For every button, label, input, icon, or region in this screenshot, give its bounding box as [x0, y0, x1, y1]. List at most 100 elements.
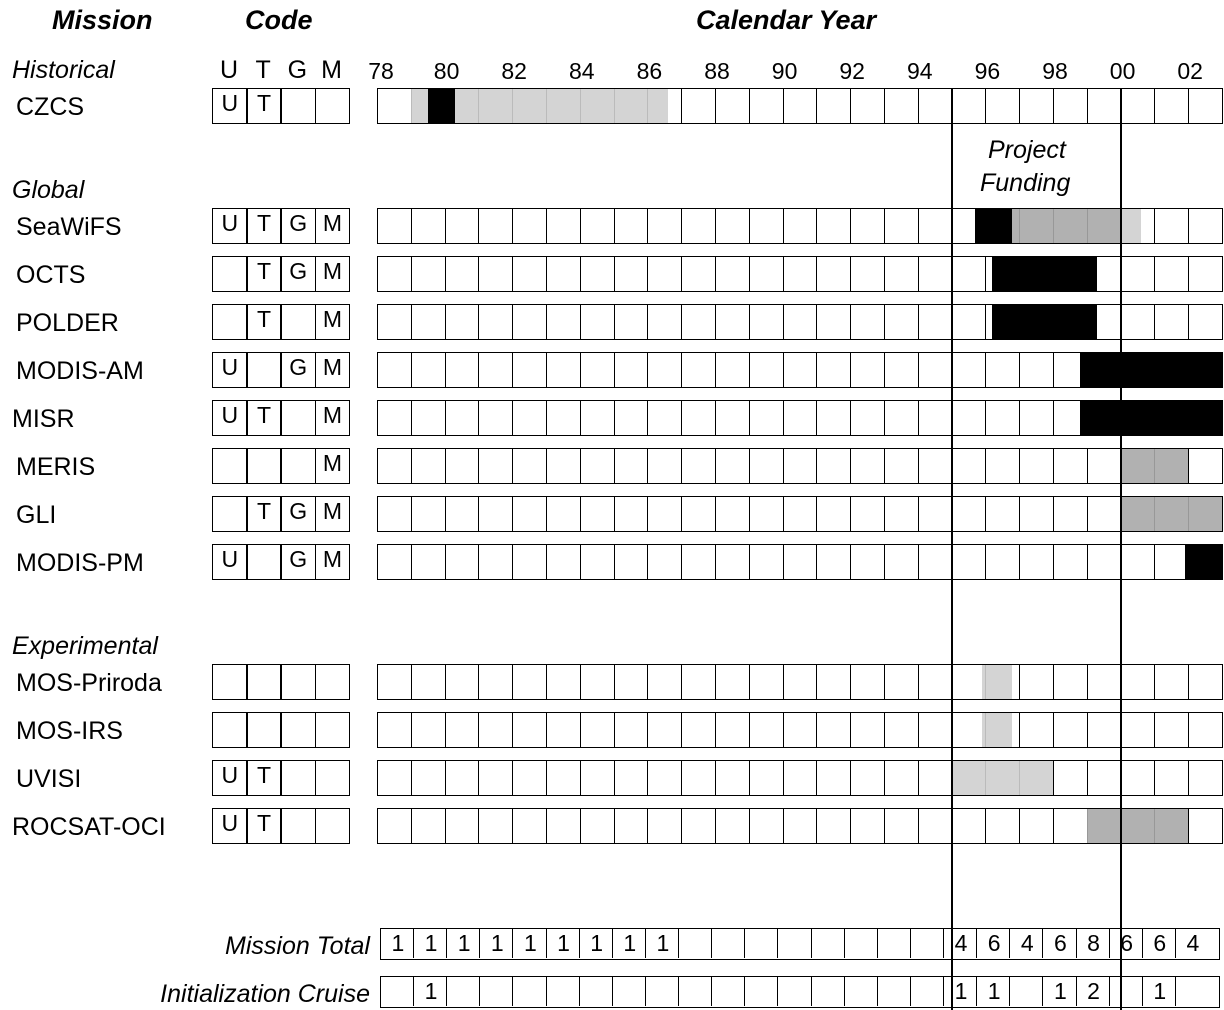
year-cell	[850, 256, 886, 292]
year-cell	[715, 664, 751, 700]
year-cell	[748, 352, 785, 388]
year-cell	[884, 352, 920, 388]
mission-total-value: 1	[512, 928, 547, 958]
year-cell	[546, 664, 582, 700]
year-cell	[512, 712, 548, 748]
code-cell: G	[280, 208, 317, 244]
mission-name: MOS-IRS	[16, 717, 123, 745]
year-cell	[951, 496, 987, 532]
year-cell	[579, 808, 616, 844]
mission-total-value: 1	[413, 928, 448, 958]
init-cruise-value	[777, 976, 812, 1006]
year-cell	[1188, 304, 1224, 340]
year-cell	[478, 400, 514, 436]
year-cell	[613, 208, 649, 244]
year-cell	[917, 544, 954, 580]
code-letter-m: M	[321, 56, 342, 84]
mission-total-value: 6	[1108, 928, 1144, 958]
year-cell	[951, 256, 987, 292]
year-cell	[884, 544, 920, 580]
year-cell	[410, 496, 447, 532]
year-tick-label: 00	[1109, 58, 1136, 84]
year-cell	[478, 208, 514, 244]
year-cell	[850, 712, 886, 748]
year-cell	[681, 88, 717, 124]
mission-name: MISR	[12, 405, 75, 433]
year-cell	[850, 304, 886, 340]
init-cruise-value	[1009, 976, 1044, 1006]
code-cell	[280, 400, 317, 436]
year-cell	[748, 448, 785, 484]
year-cell	[512, 544, 548, 580]
mission-bar-medium	[1086, 809, 1189, 843]
year-cell	[917, 400, 954, 436]
year-cell	[613, 304, 649, 340]
mission-total-value	[711, 928, 746, 958]
year-cell	[850, 400, 886, 436]
year-cell	[1086, 448, 1123, 484]
year-cell	[748, 664, 785, 700]
year-cell	[613, 760, 649, 796]
year-cell	[715, 544, 751, 580]
year-cell	[850, 760, 886, 796]
init-cruise-value	[545, 976, 581, 1006]
year-tick-label: 88	[704, 58, 730, 84]
mission-total-value: 1	[446, 928, 481, 958]
mission-total-value: 6	[1042, 928, 1077, 958]
year-cell	[546, 712, 582, 748]
year-cell	[377, 88, 413, 124]
init-cruise-value	[578, 976, 614, 1006]
year-cell	[951, 808, 987, 844]
year-cell	[782, 256, 818, 292]
year-cell	[478, 352, 514, 388]
year-cell	[478, 304, 514, 340]
year-cell	[985, 808, 1021, 844]
code-cell	[212, 712, 248, 748]
year-cell	[748, 712, 785, 748]
year-tick-label: 94	[907, 58, 933, 84]
year-cell	[715, 208, 751, 244]
year-cell	[579, 760, 616, 796]
year-cell	[377, 400, 413, 436]
project-funding-label-line1: Project	[988, 136, 1066, 164]
year-tick-label: 90	[771, 58, 798, 84]
year-tick-label: 78	[368, 58, 394, 84]
year-cell	[377, 208, 413, 244]
year-cell	[917, 808, 954, 844]
year-cell	[546, 208, 582, 244]
year-cell	[613, 400, 649, 436]
year-cell	[917, 664, 954, 700]
year-cell	[1154, 712, 1190, 748]
mission-bar-light	[1120, 209, 1141, 243]
year-cell	[377, 304, 413, 340]
year-cell	[1188, 208, 1224, 244]
year-cell	[681, 808, 717, 844]
year-cell	[1053, 664, 1089, 700]
year-cell	[985, 400, 1021, 436]
year-cell	[1086, 760, 1123, 796]
init-cruise-value	[744, 976, 779, 1006]
init-cruise-value	[479, 976, 514, 1006]
year-cell	[782, 496, 818, 532]
mission-name: SeaWiFS	[16, 213, 122, 241]
code-cell	[280, 712, 317, 748]
year-cell	[884, 664, 920, 700]
year-cell	[512, 760, 548, 796]
mission-total-value: 1	[611, 928, 647, 958]
mission-bar-medium	[1120, 497, 1222, 531]
year-cell	[951, 664, 987, 700]
init-cruise-value	[711, 976, 746, 1006]
year-cell	[782, 304, 818, 340]
project-funding-label-line2: Funding	[980, 169, 1071, 197]
year-cell	[816, 808, 852, 844]
year-cell	[1154, 88, 1190, 124]
year-cell	[512, 808, 548, 844]
code-header: Code	[245, 5, 313, 35]
year-cell	[748, 808, 785, 844]
mission-bar-dark	[1184, 545, 1222, 579]
mission-total-label: Mission Total	[225, 932, 370, 960]
year-cell	[377, 760, 413, 796]
year-cell	[884, 256, 920, 292]
code-cell	[314, 88, 351, 124]
year-cell	[782, 712, 818, 748]
